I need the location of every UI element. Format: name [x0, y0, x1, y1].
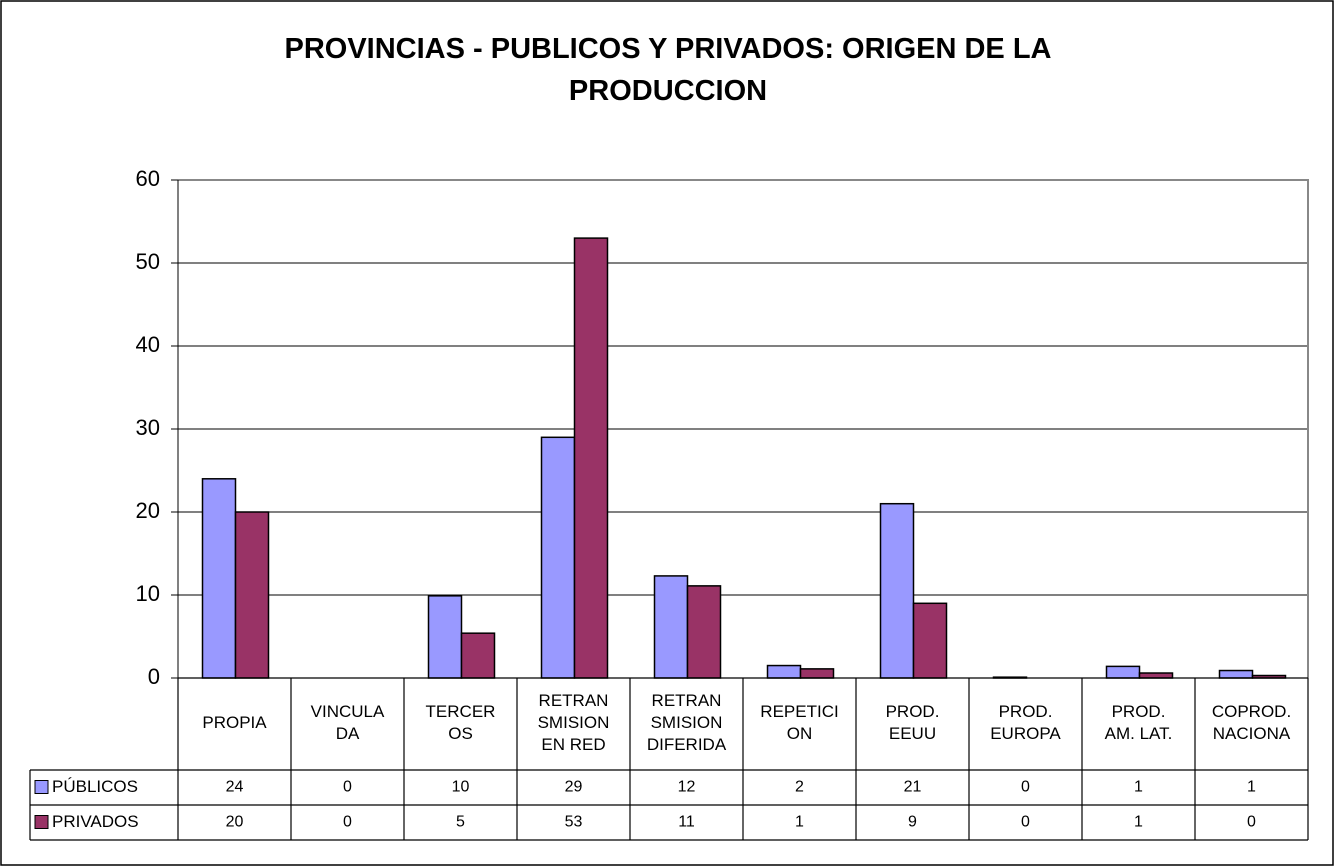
bar	[686, 585, 722, 679]
y-tick-label: 30	[136, 415, 160, 440]
legend-key	[34, 780, 49, 794]
table-value: 1	[795, 814, 804, 831]
y-tick-label: 20	[136, 498, 160, 523]
x-tick-label: COPROD. NACIONA	[1212, 702, 1291, 743]
bar	[540, 436, 576, 679]
table-value: 12	[678, 779, 696, 796]
table-value: 0	[1021, 814, 1030, 831]
bar	[1105, 665, 1141, 679]
table-value: 2	[795, 779, 804, 796]
bar	[573, 237, 609, 679]
x-tick-label: PROD. EEUU	[886, 702, 940, 743]
y-tick-label: 50	[136, 249, 160, 274]
table-value: 0	[1021, 779, 1030, 796]
table-value: 20	[226, 814, 244, 831]
legend-label: PÚBLICOS	[52, 777, 138, 796]
bar	[879, 502, 915, 679]
table-value: 53	[565, 814, 583, 831]
legend-key	[34, 815, 49, 829]
bar	[201, 478, 237, 679]
table-value: 29	[565, 779, 583, 796]
x-tick-label: PROPIA	[202, 713, 267, 732]
table-value: 5	[456, 814, 465, 831]
x-tick-label: REPETICI ON	[760, 702, 838, 743]
legend-label: PRIVADOS	[52, 812, 139, 831]
x-tick-label: RETRAN SMISION EN RED	[538, 691, 610, 754]
bar	[912, 602, 948, 679]
bar	[653, 575, 689, 679]
x-tick-label: RETRAN SMISION DIFERIDA	[647, 691, 727, 754]
table-value: 1	[1247, 779, 1256, 796]
x-tick-label: PROD. AM. LAT.	[1105, 702, 1173, 743]
table-value: 1	[1134, 779, 1143, 796]
table-value: 21	[904, 779, 922, 796]
bar	[427, 595, 463, 679]
y-tick-label: 40	[136, 332, 160, 357]
table-value: 24	[226, 779, 244, 796]
x-tick-label: TERCER OS	[426, 702, 496, 743]
bar	[766, 664, 802, 679]
table-value: 0	[1247, 814, 1256, 831]
table-value: 11	[678, 814, 695, 831]
y-tick-label: 60	[136, 166, 160, 191]
bar	[1138, 672, 1174, 679]
x-tick-label: VINCULA DA	[311, 702, 385, 743]
plot-border	[178, 179, 1309, 678]
table-value: 10	[452, 779, 470, 796]
x-tick-label: PROD. EUROPA	[990, 702, 1061, 743]
chart-title: PROVINCIAS - PUBLICOS Y PRIVADOS: ORIGEN…	[285, 33, 1052, 107]
table-value: 0	[343, 814, 352, 831]
bar	[460, 632, 496, 679]
table-value: 0	[343, 779, 352, 796]
y-tick-label: 10	[136, 581, 160, 606]
table-value: 1	[1134, 814, 1143, 831]
bar	[234, 511, 270, 679]
bar	[799, 668, 835, 679]
table-value: 9	[908, 814, 917, 831]
bar	[1218, 669, 1254, 679]
y-tick-label: 0	[148, 664, 160, 689]
